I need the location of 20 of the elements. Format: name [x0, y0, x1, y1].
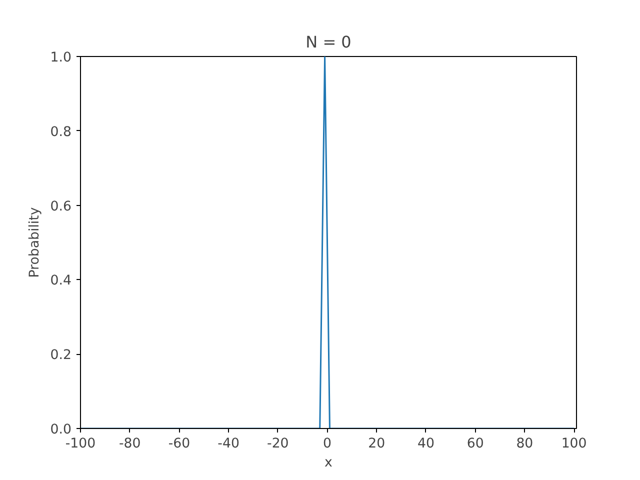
y-tick-label: 0.0 — [50, 422, 72, 438]
x-tick-label: 0 — [323, 436, 332, 452]
y-axis-title: Probability — [27, 207, 42, 278]
x-axis-title: x — [324, 456, 333, 470]
x-tick-label: 100 — [561, 436, 587, 452]
x-tick-label: -40 — [218, 436, 240, 452]
x-tick-label: 20 — [368, 436, 386, 452]
x-tick-label: 80 — [516, 436, 534, 452]
y-tick-label: 1.0 — [50, 50, 72, 66]
y-tick-label: 0.8 — [50, 124, 72, 140]
x-tick-label: -100 — [65, 436, 96, 452]
chart-title: N = 0 — [306, 32, 352, 52]
x-tick-label: -60 — [168, 436, 190, 452]
y-tick-label: 0.4 — [50, 274, 72, 289]
x-tick-label: -80 — [118, 436, 141, 452]
x-tick-label: 60 — [466, 436, 484, 452]
x-tick-label: 40 — [417, 436, 434, 452]
y-tick-label: 0.6 — [50, 199, 72, 214]
x-tick-label: -20 — [267, 436, 289, 452]
y-tick-label: 0.2 — [50, 348, 72, 364]
